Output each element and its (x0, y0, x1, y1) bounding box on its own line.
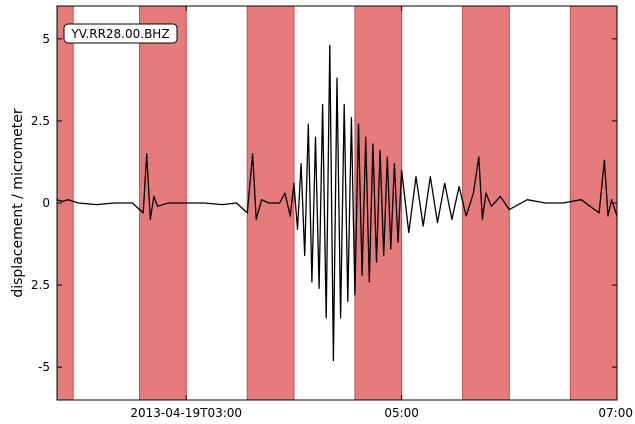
series-line-0 (56, 44, 618, 362)
x-tick-label-0: 2013-04-19T03:00 (130, 406, 242, 420)
y-tick-label-4: -5 (38, 360, 50, 374)
station-label: YV.RR28.00.BHZ (70, 27, 169, 41)
shaded-band-5 (569, 5, 618, 401)
shaded-bands (56, 5, 618, 401)
x-tick-label-2: 07:00 (598, 406, 633, 420)
y-axis-title: displacement / micrometer (10, 108, 26, 298)
y-tick-label-3: 2.5 (31, 278, 50, 292)
y-axis-ticks: 5 2.5 0 2.5 -5 (31, 32, 617, 374)
x-axis-ticks: 2013-04-19T03:00 05:00 07:00 (130, 6, 633, 420)
y-tick-label-1: 2.5 (31, 114, 50, 128)
station-label-box: YV.RR28.00.BHZ (63, 23, 178, 44)
y-tick-label-0: 5 (42, 32, 50, 46)
y-tick-label-2: 0 (42, 196, 50, 210)
waveform-trace (56, 44, 618, 362)
x-tick-label-1: 05:00 (384, 406, 419, 420)
